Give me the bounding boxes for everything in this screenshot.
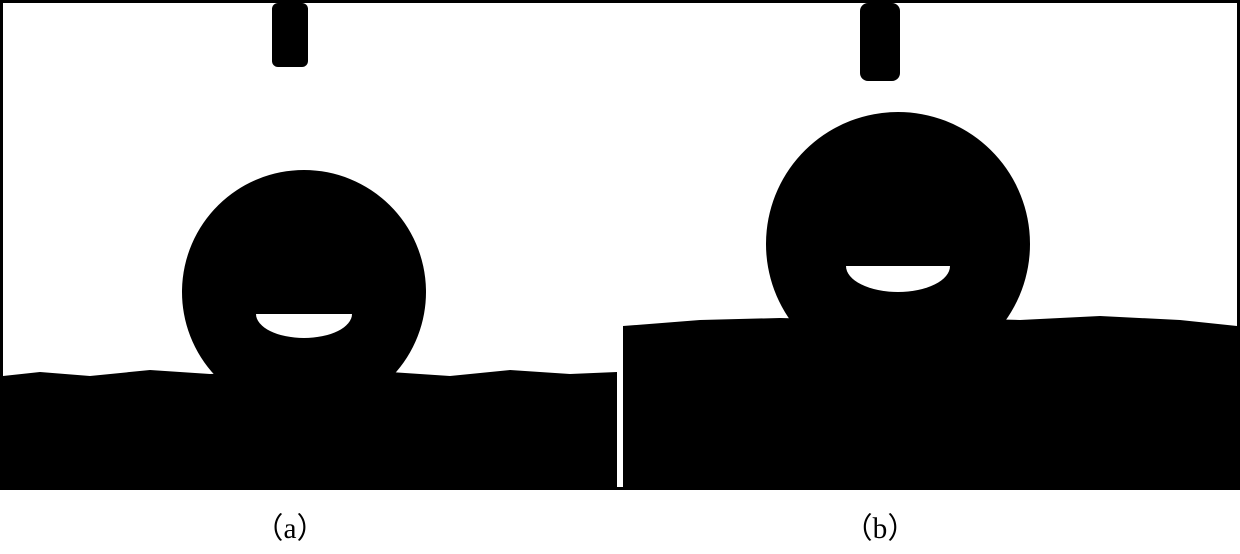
figure-root: （a） （b） [0, 0, 1240, 554]
panel-b-caption: （b） [840, 505, 920, 547]
substrate-silhouette [623, 316, 1237, 487]
needle-tip [860, 3, 900, 81]
droplet-silhouette [182, 170, 426, 376]
substrate-silhouette [3, 370, 617, 487]
panel-b-svg [620, 0, 1240, 490]
needle-tip [272, 3, 308, 67]
panel-a-caption: （a） [250, 505, 330, 547]
panel-a-svg [0, 0, 620, 490]
